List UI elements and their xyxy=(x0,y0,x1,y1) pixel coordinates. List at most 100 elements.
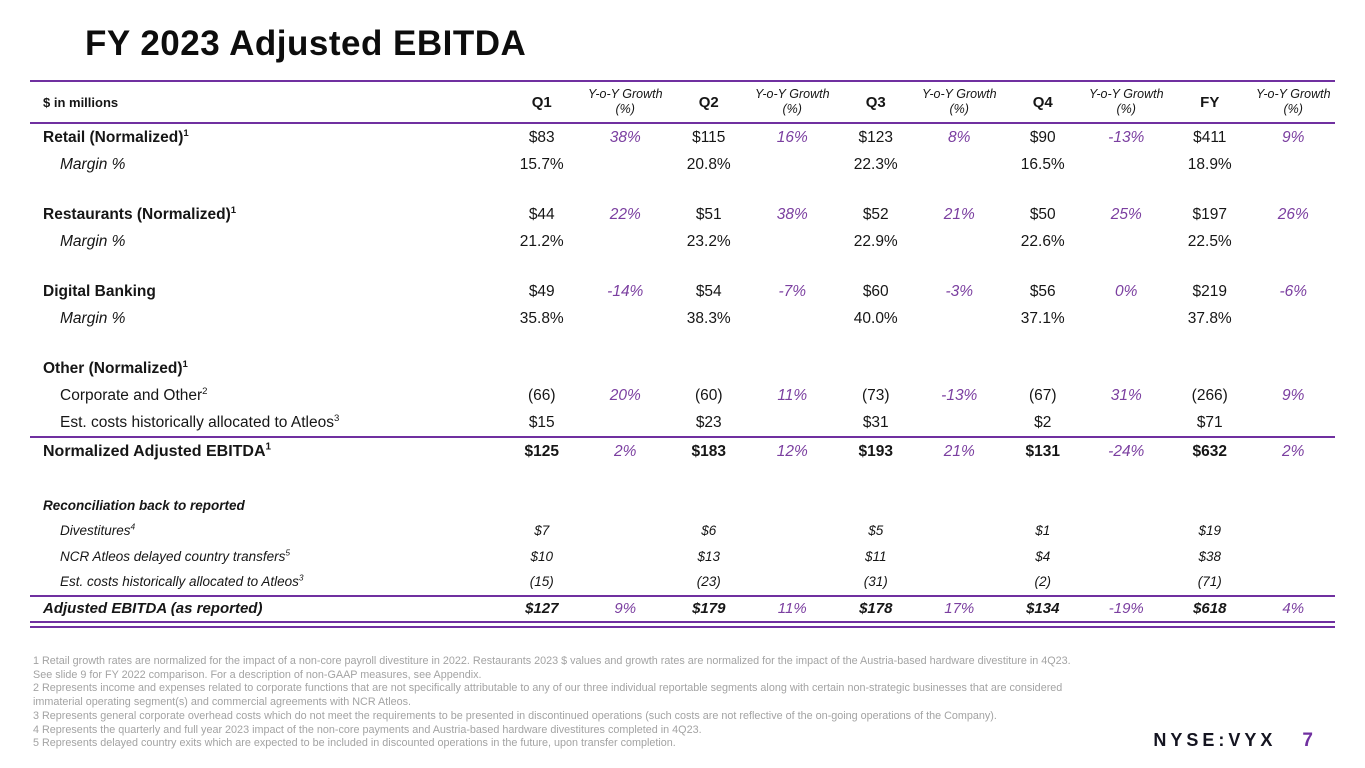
growth-cell: 25% xyxy=(1110,205,1142,223)
value-cell: $632 xyxy=(1192,443,1227,460)
value-cell: $193 xyxy=(858,443,893,460)
value-cell: $125 xyxy=(524,443,559,460)
table-row: Corporate and Other2 (66) 20% (60) 11% (73) -1… xyxy=(30,382,1335,409)
row-label: Margin % xyxy=(60,155,126,173)
table-row: Est. costs historically allocated to Atl… xyxy=(30,569,1335,595)
column-header-q4: Q4 xyxy=(1032,93,1053,111)
table-row: NCR Atleos delayed country transfers5 $10… xyxy=(30,544,1335,570)
footnotes: 1 Retail growth rates are normalized for… xyxy=(33,655,1168,751)
value-cell: (2) xyxy=(1034,574,1052,590)
value-cell: 38.3% xyxy=(686,309,731,327)
value-cell: $5 xyxy=(868,523,884,539)
growth-cell: 38% xyxy=(609,128,641,146)
row-label: Est. costs historically allocated to Atl… xyxy=(60,572,304,590)
value-cell: $134 xyxy=(1026,600,1060,617)
table-row: Reconciliation back to reported xyxy=(30,492,1335,518)
row-spacer xyxy=(30,255,1335,278)
column-header-fy: FY xyxy=(1200,93,1220,111)
value-cell: $183 xyxy=(691,443,726,460)
value-cell: 16.5% xyxy=(1020,155,1065,173)
growth-cell: -24% xyxy=(1108,443,1145,460)
table-row: Retail (Normalized)1 $83 38% $115 16% $123 8% $… xyxy=(30,124,1335,151)
column-header-yoy-growth-7: Y-o-Y Growth (%) xyxy=(1088,87,1164,116)
growth-cell: -6% xyxy=(1279,282,1308,300)
value-cell: 37.8% xyxy=(1187,309,1232,327)
footnote-line: 5 Represents delayed country exits which… xyxy=(33,737,676,750)
row-spacer xyxy=(30,178,1335,201)
value-cell: 15.7% xyxy=(519,155,564,173)
ebitda-table: $ in millions Q1 Y-o-Y Growth (%) Q2 Y-o-Y … xyxy=(30,80,1335,628)
value-cell: $411 xyxy=(1193,128,1227,146)
ticker-logo: NYSE:VYX xyxy=(1153,730,1277,750)
table-body: Retail (Normalized)1 $83 38% $115 16% $123 8% $… xyxy=(30,124,1335,628)
value-cell: $52 xyxy=(862,205,889,223)
value-cell: (31) xyxy=(863,574,888,590)
value-cell: $51 xyxy=(695,205,722,223)
footnote-marker: 1 xyxy=(183,127,189,139)
growth-cell: -13% xyxy=(1108,128,1145,146)
row-spacer xyxy=(30,332,1335,355)
value-cell: $15 xyxy=(528,413,555,431)
value-cell: $179 xyxy=(692,600,726,617)
value-cell: $115 xyxy=(692,128,726,146)
value-cell: $50 xyxy=(1029,205,1056,223)
growth-cell: -7% xyxy=(778,282,807,300)
footnote-marker: 4 xyxy=(130,521,136,532)
row-spacer xyxy=(30,466,1335,492)
value-cell: (15) xyxy=(529,574,554,590)
table-row: Divestitures4 $7 $6 $5 $1 $19 xyxy=(30,518,1335,544)
value-cell: 40.0% xyxy=(853,309,898,327)
growth-cell: 31% xyxy=(1110,386,1142,404)
growth-cell: 9% xyxy=(1282,386,1305,404)
value-cell: $90 xyxy=(1029,128,1056,146)
value-cell: $11 xyxy=(864,548,887,564)
growth-cell: 12% xyxy=(776,443,808,460)
value-cell: $83 xyxy=(528,128,555,146)
value-cell: 22.3% xyxy=(853,155,898,173)
growth-cell: 38% xyxy=(776,205,808,223)
growth-cell: 0% xyxy=(1115,282,1138,300)
value-cell: $219 xyxy=(1192,282,1227,300)
growth-cell: 16% xyxy=(776,128,808,146)
footnote-marker: 3 xyxy=(298,572,304,583)
footnote-marker: 1 xyxy=(265,441,272,453)
growth-cell: 20% xyxy=(609,386,641,404)
growth-cell: 17% xyxy=(944,600,975,617)
footnote-line: 3 Represents general corporate overhead … xyxy=(33,709,997,722)
column-header-yoy-growth-1: Y-o-Y Growth (%) xyxy=(587,87,663,116)
value-cell: $618 xyxy=(1193,600,1227,617)
row-label: Est. costs historically allocated to Atl… xyxy=(60,412,340,431)
value-cell: $1 xyxy=(1035,523,1051,539)
value-cell: 37.1% xyxy=(1020,309,1065,327)
value-cell: $4 xyxy=(1035,548,1051,564)
value-cell: $2 xyxy=(1034,413,1052,431)
growth-cell: 26% xyxy=(1277,205,1309,223)
table-row: Margin % 21.2% 23.2% 22.9% 22.6% 22.5% xyxy=(30,228,1335,255)
unit-label: $ in millions xyxy=(43,94,119,110)
value-cell: $54 xyxy=(695,282,722,300)
table-bottom-double-line xyxy=(30,625,1335,628)
table-header-row: $ in millions Q1 Y-o-Y Growth (%) Q2 Y-o-Y … xyxy=(30,80,1335,124)
value-cell: $38 xyxy=(1198,548,1222,564)
table-row: Other (Normalized)1 xyxy=(30,355,1335,382)
value-cell: 18.9% xyxy=(1187,155,1232,173)
growth-cell: 21% xyxy=(943,443,975,460)
row-label: Corporate and Other2 xyxy=(60,385,208,404)
value-cell: 23.2% xyxy=(686,232,731,250)
value-cell: 22.5% xyxy=(1187,232,1232,250)
value-cell: $56 xyxy=(1029,282,1056,300)
value-cell: (71) xyxy=(1197,574,1222,590)
footnote-line: 2 Represents income and expenses related… xyxy=(33,682,1063,695)
growth-cell: 2% xyxy=(1282,443,1305,460)
growth-cell: 8% xyxy=(948,128,971,146)
growth-cell: -19% xyxy=(1108,600,1144,617)
footnote-marker: 1 xyxy=(230,204,237,216)
footnote-line: immaterial operating segment(s) and comm… xyxy=(33,696,412,709)
growth-cell: -3% xyxy=(945,282,974,300)
value-cell: $49 xyxy=(528,282,555,300)
footnote-marker: 3 xyxy=(333,412,340,424)
table-row: Est. costs historically allocated to Atl… xyxy=(30,409,1335,436)
value-cell: $7 xyxy=(534,523,550,539)
growth-cell: 2% xyxy=(614,443,637,460)
row-label: NCR Atleos delayed country transfers5 xyxy=(60,547,291,564)
